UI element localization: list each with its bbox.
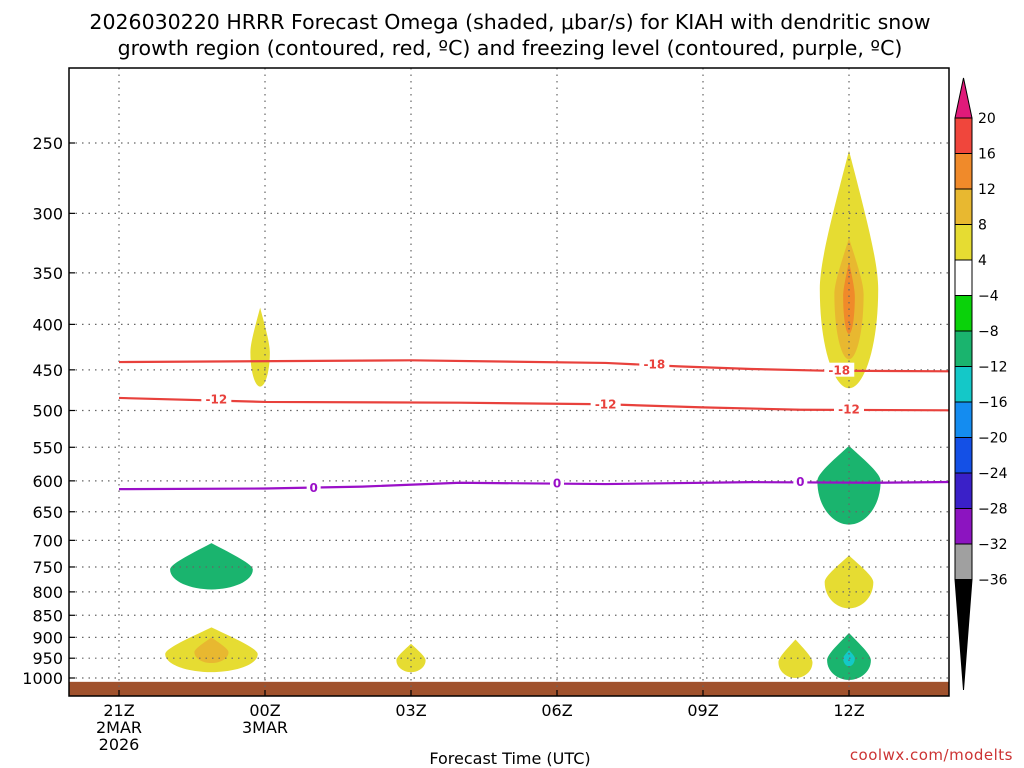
colorbar-bin--20--16 <box>954 401 973 438</box>
x-tick-label: 21Z <box>103 701 134 720</box>
shaded-region-sinking-950hPa-5Z <box>396 643 426 673</box>
y-tick-label-900: 900 <box>32 628 63 647</box>
shaded-region-sinking-945hPa-left-core <box>194 637 229 664</box>
x-tick-label: 2026 <box>99 735 140 754</box>
contour-label-freezing-level-0: 0 <box>553 476 561 490</box>
contour-label-bg <box>306 479 321 494</box>
contour-label-bg <box>824 362 855 377</box>
y-tick-label-500: 500 <box>32 402 63 421</box>
x-tick-label: 3MAR <box>242 718 288 737</box>
colorbar-label--8: −8 <box>978 324 999 340</box>
colorbar-bottom-arrow <box>954 579 973 691</box>
y-tick-label-250: 250 <box>32 134 63 153</box>
x-tick-label: 06Z <box>541 701 572 720</box>
shaded-region-rising-470hPa-edge <box>988 339 1003 433</box>
contour-label-freezing-level-0: 0 <box>309 481 317 495</box>
contour-label-bg <box>550 475 564 490</box>
contour-label-bg <box>590 396 621 411</box>
shaded-region-rising-750hPa-0Z <box>170 543 253 590</box>
colorbar-label--20: −20 <box>978 431 1008 447</box>
colorbar-bin-4-8 <box>954 224 973 261</box>
contour-label-bg <box>834 401 864 416</box>
colorbar-bin--12--8 <box>954 330 973 367</box>
y-tick-label-350: 350 <box>32 264 63 283</box>
colorbar-label--24: −24 <box>978 466 1008 482</box>
plot-frame <box>68 67 950 697</box>
colorbar-bin-16-20 <box>954 117 973 154</box>
chart-title-line1: 2026030220 HRRR Forecast Omega (shaded, … <box>89 10 930 34</box>
colorbar-label--28: −28 <box>978 502 1008 518</box>
shaded-region-rising-975hPa-edge <box>983 662 998 676</box>
colorbar-label--16: −16 <box>978 395 1008 411</box>
colorbar-bin--4-4 <box>954 259 973 296</box>
colorbar-bin--28--24 <box>954 472 973 509</box>
ground-fill <box>69 681 949 696</box>
x-tick-label: 2MAR <box>96 718 142 737</box>
y-tick-label-800: 800 <box>32 583 63 602</box>
colorbar-bin--24--20 <box>954 437 973 474</box>
contour-label-dgz-minus12: -12 <box>205 393 227 407</box>
y-tick-label-950: 950 <box>32 649 63 668</box>
omega-shaded-regions <box>165 150 1003 680</box>
y-tick-label-600: 600 <box>32 472 63 491</box>
shaded-region-sinking-955hPa-11Z <box>778 639 813 678</box>
colorbar-bin-12-16 <box>954 153 973 190</box>
colorbar: 20 16 12 8 4 −4 −8 −12 −16 −20 −24 −28 −32 −36 <box>954 77 1008 691</box>
colorbar-label--4: −4 <box>978 289 999 305</box>
ground-layer <box>69 681 949 696</box>
contour-label-bg <box>639 356 670 371</box>
y-tick-label-850: 850 <box>32 606 63 625</box>
contour-label-bg <box>793 474 808 489</box>
colorbar-label--32: −32 <box>978 537 1008 553</box>
colorbar-label--36: −36 <box>978 573 1008 589</box>
contour-label-dgz-minus12: -12 <box>838 403 860 417</box>
contour-label-bg <box>201 391 232 406</box>
y-tick-label-550: 550 <box>32 438 63 457</box>
gridlines <box>69 68 949 696</box>
colorbar-bin--8--4 <box>954 295 973 332</box>
x-tick-label: 12Z <box>833 701 864 720</box>
colorbar-bin-8-12 <box>954 188 973 225</box>
y-tick-label-750: 750 <box>32 558 63 577</box>
y-tick-label-450: 450 <box>32 361 63 380</box>
contour-label-dgz-minus18: -18 <box>643 358 665 372</box>
y-tick-label-300: 300 <box>32 204 63 223</box>
y-tick-label-400: 400 <box>32 315 63 334</box>
y-tick-label-1000: 1000 <box>22 669 63 688</box>
colorbar-label-20: 20 <box>978 111 996 127</box>
temperature-contours: -18 -18 -12 -12 -12 0 0 0 <box>118 356 949 495</box>
colorbar-label-4: 4 <box>978 253 987 269</box>
colorbar-bin--32--28 <box>954 508 973 545</box>
y-axis-ticks: 250 300 350 400 450 500 550 600 650 700 750 800 850 9… <box>22 134 75 688</box>
x-tick-label: 00Z <box>249 701 280 720</box>
contour-label-dgz-minus12: -12 <box>595 397 617 411</box>
colorbar-top-arrow <box>954 77 973 119</box>
colorbar-label-12: 12 <box>978 182 996 198</box>
contour-label-freezing-level-0: 0 <box>796 475 804 489</box>
contour-label-dgz-minus18: -18 <box>828 364 850 378</box>
x-tick-label: 09Z <box>687 701 718 720</box>
colorbar-label--12: −12 <box>978 360 1008 376</box>
colorbar-bin--36--32 <box>954 543 973 580</box>
colorbar-label-8: 8 <box>978 218 987 234</box>
y-tick-label-700: 700 <box>32 531 63 550</box>
colorbar-bin--16--12 <box>954 366 973 403</box>
colorbar-label-16: 16 <box>978 147 996 163</box>
chart-title-line2: growth region (contoured, red, ºC) and f… <box>118 36 903 60</box>
shaded-region-sinking-upper-12Z-max <box>843 261 855 334</box>
contour-freezing-level-0 <box>118 480 949 491</box>
x-axis-label: Forecast Time (UTC) <box>429 749 590 768</box>
y-tick-label-650: 650 <box>32 503 63 522</box>
watermark: coolwx.com/modelts <box>850 746 1013 764</box>
x-tick-label: 03Z <box>395 701 426 720</box>
shaded-region-sinking-430hPa-1Z <box>250 307 270 387</box>
